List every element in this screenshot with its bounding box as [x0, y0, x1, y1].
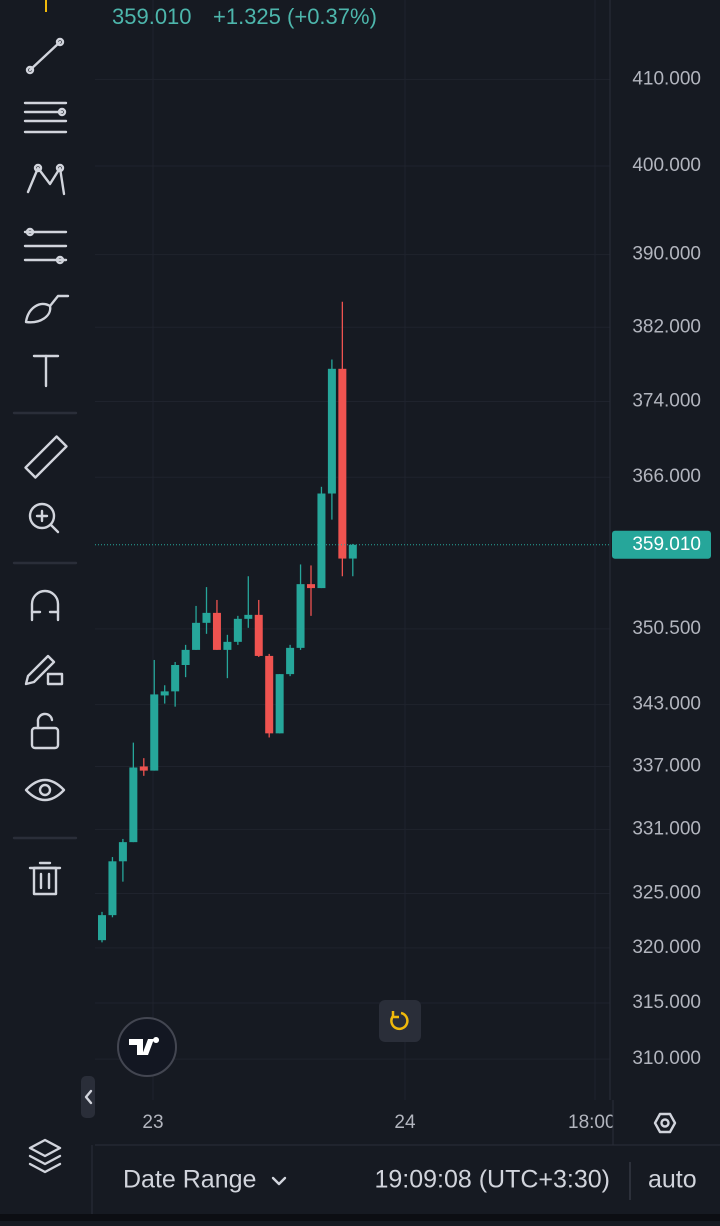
last-price-box	[612, 530, 711, 559]
zoom-tool[interactable]	[28, 502, 60, 534]
ruler-tool[interactable]	[24, 435, 68, 479]
candle-body	[317, 493, 326, 589]
candle-body	[254, 614, 263, 656]
candle-body	[181, 649, 190, 666]
trend-line-tool[interactable]	[25, 37, 65, 75]
header-change: +1.325 (+0.37%)	[213, 4, 377, 29]
candle-body	[202, 612, 211, 623]
y-tick-label: 400.000	[632, 155, 701, 176]
candle-body	[139, 766, 148, 771]
collapse-arrow	[84, 1089, 93, 1105]
candle-body	[265, 655, 274, 734]
y-tick-label: 331.000	[632, 818, 701, 839]
candle-body	[338, 368, 347, 559]
y-tick-label: 382.000	[632, 316, 701, 337]
candles	[95, 301, 610, 943]
candle-body	[244, 614, 253, 619]
candle-body	[192, 622, 201, 650]
candle-body	[327, 368, 336, 494]
y-tick-label: 315.000	[632, 992, 701, 1013]
toolbar	[12, 37, 78, 1174]
lock-drawings[interactable]	[24, 654, 64, 686]
x-tick-label: 24	[394, 1112, 416, 1133]
price-axis: 310.000 315.000 320.000 325.000 331.000 337.0…	[632, 0, 701, 1069]
time-axis: 23 24 18:00	[142, 1112, 616, 1133]
tv-logo-mark	[129, 1037, 160, 1055]
auto-scale-button[interactable]: auto	[648, 1166, 697, 1194]
y-tick-label: 350.500	[632, 618, 701, 639]
candle-body	[118, 842, 127, 862]
dropdown-arrow	[271, 1176, 287, 1186]
y-tick-label: 337.000	[632, 755, 701, 776]
y-tick-label: 325.000	[632, 883, 701, 904]
y-tick-label: 410.000	[632, 68, 701, 89]
x-tick-label: 18:00	[568, 1112, 616, 1133]
settings-dot	[660, 1118, 670, 1128]
visibility-tool[interactable]	[24, 778, 66, 802]
y-tick-label: 374.000	[632, 390, 701, 411]
candle-body	[150, 694, 159, 771]
collapse-tab[interactable]	[81, 1076, 95, 1118]
last-price-label: 359.010	[632, 534, 701, 555]
header-price: 359.010	[112, 4, 192, 29]
candle-body	[275, 674, 284, 734]
y-tick-label: 420.000	[632, 0, 701, 5]
candle-body	[307, 584, 315, 589]
y-tick-label: 343.000	[632, 694, 701, 715]
lock-tool[interactable]	[30, 712, 60, 750]
bottom-edge	[0, 1214, 720, 1221]
settings-button[interactable]	[653, 1112, 677, 1134]
candle-body	[233, 618, 242, 642]
x-tick-label: 23	[142, 1112, 163, 1133]
pattern-tool[interactable]	[26, 163, 66, 196]
candle-body	[171, 665, 180, 692]
y-tick-label: 366.000	[632, 466, 701, 487]
brush-tool[interactable]	[24, 294, 70, 324]
fib-tool[interactable]	[23, 101, 68, 134]
y-tick-label: 310.000	[632, 1048, 701, 1069]
candle-body	[223, 641, 232, 650]
delete-tool[interactable]	[28, 861, 62, 896]
text-tool[interactable]	[32, 354, 60, 388]
y-tick-label: 320.000	[632, 937, 701, 958]
grid	[95, 0, 610, 1100]
clock: 19:09:08 (UTC+3:30)	[374, 1166, 610, 1194]
prediction-tool[interactable]	[23, 227, 68, 265]
date-range-button[interactable]: Date Range	[123, 1166, 256, 1194]
reset-icon	[390, 1011, 409, 1031]
y-tick-label: 390.000	[632, 244, 701, 265]
candle-body	[296, 584, 305, 648]
candle-body	[98, 915, 106, 941]
candle-body	[108, 861, 117, 916]
candle-body	[129, 767, 138, 843]
reset-button[interactable]	[379, 1000, 421, 1042]
candle-body	[212, 612, 221, 650]
candle-body	[348, 544, 357, 559]
candle-body	[160, 691, 169, 696]
candle-body	[286, 647, 295, 675]
layers-button[interactable]	[28, 1138, 62, 1174]
magnet-tool[interactable]	[30, 589, 60, 622]
